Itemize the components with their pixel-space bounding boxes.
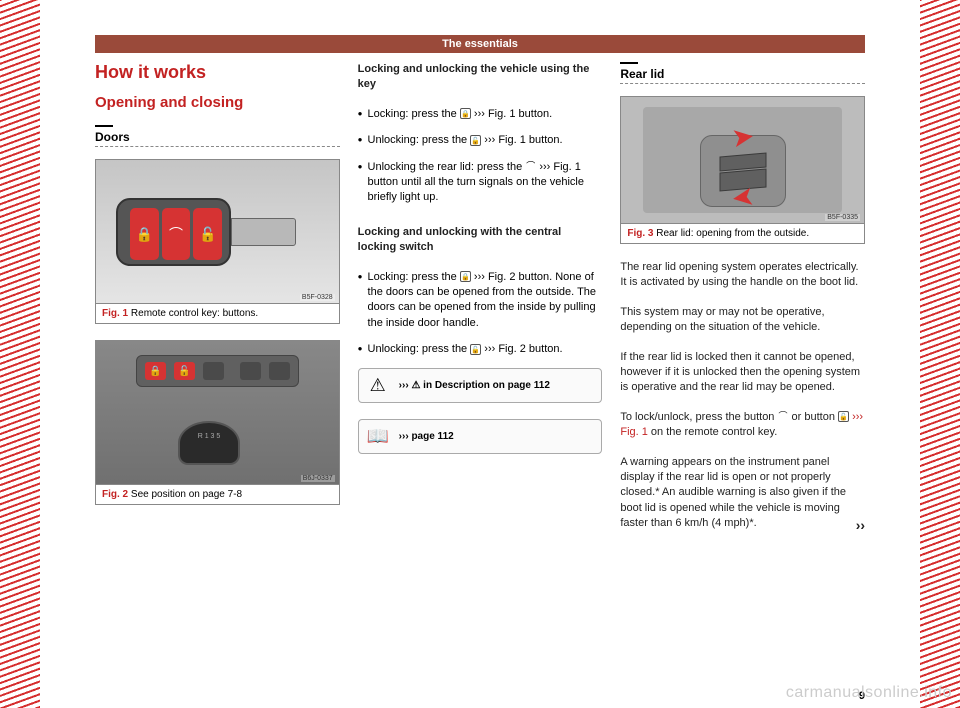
page-header: The essentials [95,35,865,53]
figure-2-image: 🔒 🔓 R 1 3 5 B6J-0337 [95,340,340,485]
figure-2-caption-text: See position on page 7-8 [131,489,242,500]
bullet-text: button. [529,343,563,355]
unlock-icon: 🔓 [470,344,481,355]
rearlid-para-3: If the rear lid is locked then it cannot… [620,350,865,396]
fig-ref: ››› Fig. 2 [474,271,516,283]
figure-1-caption-text: Remote control key: buttons. [131,308,258,319]
figure-2-caption: Fig. 2 See position on page 7-8 [95,485,340,505]
section-divider [95,125,113,127]
lock-icon: 🔒 [460,271,471,282]
bullet-text: Unlocking the rear lid: press the [368,161,526,173]
para-text: on the remote control key. [651,426,777,438]
continue-arrow-icon: ›› [856,516,865,536]
bullet-text: button. [519,108,553,120]
figure-3-code: B5F-0335 [825,214,860,221]
figure-2-ref: Fig. 2 [102,489,128,500]
lock-icon: 🔒 [460,108,471,119]
rear-lid-illustration: ➤ ➤ [643,107,842,213]
warning-text: ››› ⚠ in Description on page 112 [399,380,594,391]
warning-note: ⚠ ››› ⚠ in Description on page 112 [358,368,603,403]
fig-ref: ››› Fig. 1 [474,108,516,120]
fig-ref: ››› Fig. 1 [539,161,581,173]
figure-1-image: 🔒 ⌒ 🔓 B5F-0328 [95,159,340,304]
trunk-icon: ⌒ [778,411,789,422]
bullet-text: button until all the turn signals on the… [368,176,584,203]
figure-2-code: B6J-0337 [301,475,335,482]
heading-doors: Doors [95,130,340,147]
keyfob-illustration: 🔒 ⌒ 🔓 [116,180,301,285]
bullet-text: Locking: press the [368,108,460,120]
figure-3-container: ➤ ➤ B5F-0335 Fig. 3 Rear lid: opening fr… [620,96,865,252]
column-1: How it works Opening and closing Doors 🔒… [95,62,340,678]
right-page-stripes [920,0,960,708]
keyfob-lock-icon: 🔒 [130,208,159,260]
subheading-lock-key: Locking and unlocking the vehicle using … [358,62,603,93]
figure-1-caption: Fig. 1 Remote control key: buttons. [95,304,340,324]
keyfob-unlock-icon: 🔓 [193,208,222,260]
figure-3-caption-text: Rear lid: opening from the outside. [656,228,809,239]
figure-3-caption: Fig. 3 Rear lid: opening from the outsid… [620,224,865,244]
para-text: or button [789,411,839,423]
left-page-stripes [0,0,40,708]
heading-opening-closing: Opening and closing [95,94,340,111]
bullet-text: Unlocking: press the [368,343,471,355]
bullet-text: Unlocking: press the [368,134,471,146]
rearlid-para-1: The rear lid opening system operates ele… [620,260,865,291]
bullet-lock-key: Locking: press the 🔒 ››› Fig. 1 button. [358,107,603,122]
column-2: Locking and unlocking the vehicle using … [358,62,603,678]
figure-1-ref: Fig. 1 [102,308,128,319]
keyfob-blade [231,218,296,246]
bullet-central-lock: Locking: press the 🔒 ››› Fig. 2 button. … [358,270,603,332]
keyfob-trunk-icon: ⌒ [162,208,191,260]
figure-2-container: 🔒 🔓 R 1 3 5 B6J-0337 Fig. 2 See position… [95,340,340,513]
console-button [269,362,290,380]
console-button [240,362,261,380]
heading-rear-lid: Rear lid [620,67,865,84]
rearlid-para-4: To lock/unlock, press the button ⌒ or bu… [620,410,865,441]
subheading-central-lock: Locking and unlocking with the central l… [358,225,603,256]
trunk-icon: ⌒ [525,161,536,172]
watermark: carmanualsonline.info [786,684,952,702]
page-content: How it works Opening and closing Doors 🔒… [95,62,865,678]
arrow-down-icon: ➤ [731,182,755,214]
fig-ref: ››› Fig. 2 [484,343,526,355]
fig-ref: ››› Fig. 1 [484,134,526,146]
figure-3-image: ➤ ➤ B5F-0335 [620,96,865,224]
figure-1-container: 🔒 ⌒ 🔓 B5F-0328 Fig. 1 Remote control key… [95,159,340,332]
keyfob-body: 🔒 ⌒ 🔓 [116,198,231,266]
section-divider [620,62,638,64]
bullet-unlock-key: Unlocking: press the 🔓 ››› Fig. 1 button… [358,133,603,148]
bullet-text: button. [529,134,563,146]
figure-1-code: B5F-0328 [300,294,335,301]
figure-3-ref: Fig. 3 [627,228,653,239]
unlock-icon: 🔓 [838,411,849,422]
bullet-central-unlock: Unlocking: press the 🔓 ››› Fig. 2 button… [358,342,603,357]
para-text: To lock/unlock, press the button [620,411,777,423]
warning-icon: ⚠ [367,375,389,396]
arrow-up-icon: ➤ [731,122,755,154]
central-lock-icon: 🔒 [145,362,166,380]
rearlid-para-5: A warning appears on the instrument pane… [620,455,865,536]
gear-shifter: R 1 3 5 [178,421,240,465]
center-console-illustration: 🔒 🔓 R 1 3 5 [96,341,339,484]
column-3: Rear lid ➤ ➤ B5F-0335 Fig. 3 Rear lid: o… [620,62,865,678]
console-button [203,362,224,380]
book-icon: 📖 [367,426,389,447]
bullet-rear-lid: Unlocking the rear lid: press the ⌒ ››› … [358,160,603,206]
rearlid-para-2: This system may or may not be operative,… [620,305,865,336]
pageref-text: ››› page 112 [399,431,594,442]
pageref-note: 📖 ››› page 112 [358,419,603,454]
heading-how-it-works: How it works [95,62,340,83]
para-text: A warning appears on the instrument pane… [620,456,846,530]
shifter-label: R 1 3 5 [198,433,221,440]
central-unlock-icon: 🔓 [174,362,195,380]
bullet-text: Locking: press the [368,271,460,283]
unlock-icon: 🔓 [470,135,481,146]
